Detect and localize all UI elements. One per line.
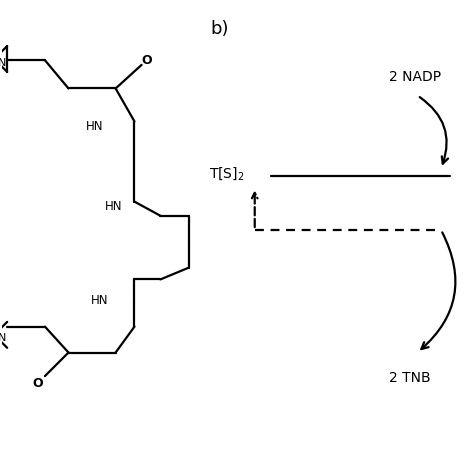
FancyArrowPatch shape [421,232,456,349]
FancyArrowPatch shape [419,97,448,164]
Text: b): b) [210,20,228,38]
Text: 2 TNB: 2 TNB [389,372,431,385]
Text: O: O [141,54,152,67]
Text: HN: HN [105,200,122,213]
Text: N: N [0,333,6,343]
Text: HN: HN [86,120,103,133]
Text: T[S]$_2$: T[S]$_2$ [209,165,244,182]
Text: HN: HN [91,294,108,307]
Text: N: N [0,57,6,67]
Text: 2 NADP: 2 NADP [389,70,441,84]
Text: O: O [33,377,43,390]
